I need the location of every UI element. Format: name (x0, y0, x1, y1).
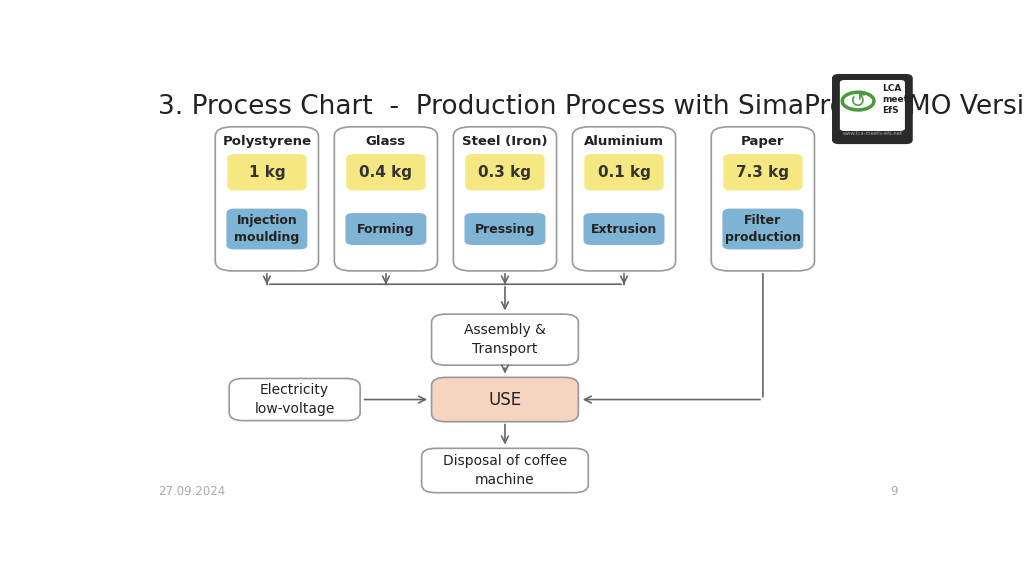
Text: ↺: ↺ (850, 92, 866, 111)
Text: 0.1 kg: 0.1 kg (598, 165, 650, 180)
Text: Polystyrene: Polystyrene (222, 135, 311, 148)
Text: 9: 9 (890, 486, 898, 498)
FancyBboxPatch shape (346, 154, 426, 191)
FancyBboxPatch shape (712, 127, 814, 271)
Text: USE: USE (488, 391, 521, 408)
Text: www.lca-meets-efs.net: www.lca-meets-efs.net (843, 131, 902, 137)
FancyBboxPatch shape (226, 209, 307, 249)
Text: 0.4 kg: 0.4 kg (359, 165, 413, 180)
FancyBboxPatch shape (227, 154, 306, 191)
Text: Aluminium: Aluminium (584, 135, 664, 148)
Text: 0.3 kg: 0.3 kg (478, 165, 531, 180)
Text: 1 kg: 1 kg (249, 165, 286, 180)
FancyBboxPatch shape (431, 314, 579, 365)
Text: Glass: Glass (366, 135, 407, 148)
Text: Electricity
low-voltage: Electricity low-voltage (255, 384, 335, 416)
FancyBboxPatch shape (422, 448, 588, 492)
Text: Forming: Forming (357, 222, 415, 236)
FancyBboxPatch shape (431, 377, 579, 422)
FancyBboxPatch shape (840, 80, 905, 131)
Text: Pressing: Pressing (475, 222, 536, 236)
FancyBboxPatch shape (334, 127, 437, 271)
FancyBboxPatch shape (215, 127, 318, 271)
FancyBboxPatch shape (465, 213, 546, 245)
Text: Injection
moulding: Injection moulding (234, 214, 299, 244)
FancyBboxPatch shape (465, 154, 545, 191)
Text: 27.09.2024: 27.09.2024 (158, 486, 225, 498)
FancyBboxPatch shape (584, 213, 665, 245)
Text: Assembly &
Transport: Assembly & Transport (464, 324, 546, 356)
Text: LCA
meets
EfS: LCA meets EfS (882, 84, 913, 115)
Text: Extrusion: Extrusion (591, 222, 657, 236)
FancyBboxPatch shape (454, 127, 557, 271)
FancyBboxPatch shape (572, 127, 676, 271)
Text: 7.3 kg: 7.3 kg (736, 165, 790, 180)
FancyBboxPatch shape (229, 378, 360, 420)
Text: Steel (Iron): Steel (Iron) (462, 135, 548, 148)
FancyBboxPatch shape (722, 209, 804, 249)
Text: Paper: Paper (741, 135, 784, 148)
Text: Filter
production: Filter production (725, 214, 801, 244)
Text: 3. Process Chart  -  Production Process with SimaPro5 DEMO Version: 3. Process Chart - Production Process wi… (158, 93, 1024, 119)
FancyBboxPatch shape (345, 213, 426, 245)
FancyBboxPatch shape (723, 154, 803, 191)
FancyBboxPatch shape (833, 75, 912, 143)
Text: Disposal of coffee
machine: Disposal of coffee machine (443, 454, 567, 487)
FancyBboxPatch shape (585, 154, 664, 191)
